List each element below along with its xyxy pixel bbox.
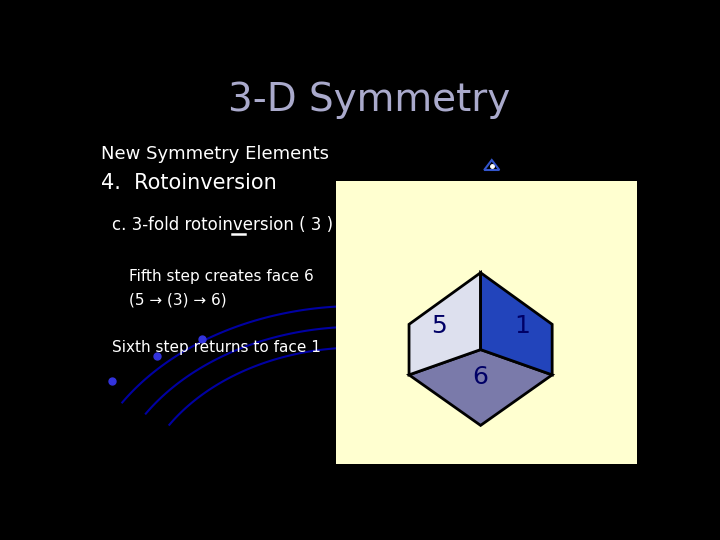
Text: (5 → (3) → 6): (5 → (3) → 6) — [129, 292, 227, 307]
Text: 1: 1 — [514, 314, 530, 338]
Text: 6: 6 — [472, 365, 489, 389]
Text: c. 3-fold rotoinversion ( 3 ): c. 3-fold rotoinversion ( 3 ) — [112, 216, 333, 234]
Text: 5: 5 — [431, 314, 447, 338]
Bar — [336, 181, 636, 464]
Polygon shape — [409, 349, 552, 426]
Text: Sixth step returns to face 1: Sixth step returns to face 1 — [112, 340, 321, 355]
Polygon shape — [409, 273, 481, 375]
Text: New Symmetry Elements: New Symmetry Elements — [101, 145, 329, 163]
Text: 4.  Rotoinversion: 4. Rotoinversion — [101, 173, 277, 193]
Text: Fifth step creates face 6: Fifth step creates face 6 — [129, 269, 314, 285]
Polygon shape — [481, 273, 552, 375]
Text: 3-D Symmetry: 3-D Symmetry — [228, 81, 510, 119]
